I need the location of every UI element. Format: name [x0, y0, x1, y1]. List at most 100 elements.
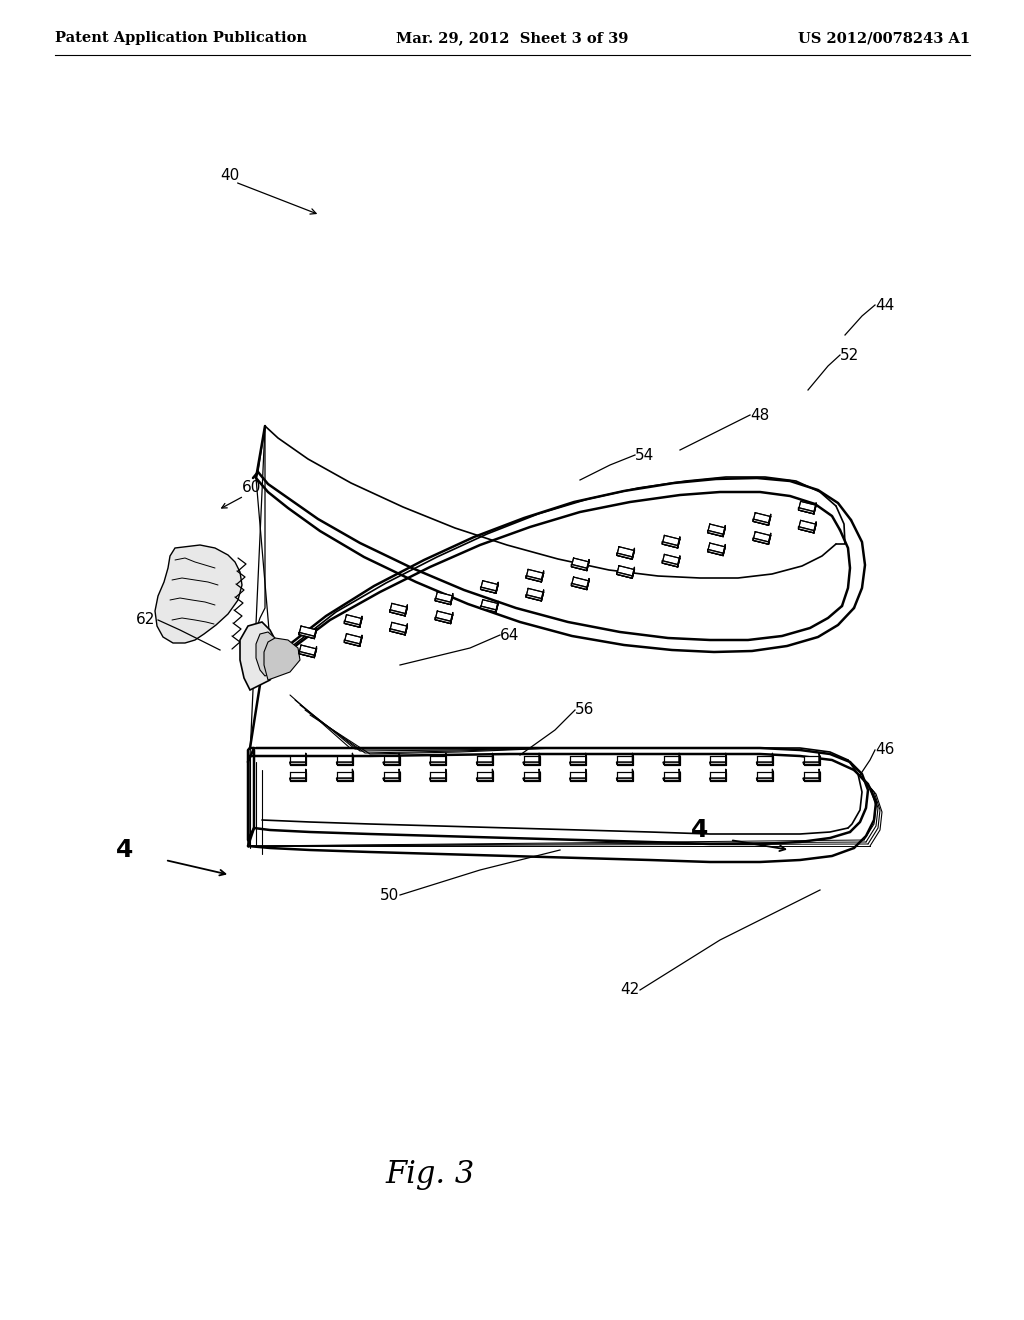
- Polygon shape: [480, 599, 499, 612]
- Polygon shape: [803, 777, 819, 780]
- Polygon shape: [569, 762, 587, 764]
- Polygon shape: [435, 593, 453, 605]
- Polygon shape: [632, 568, 635, 578]
- Polygon shape: [451, 594, 453, 605]
- Polygon shape: [587, 560, 589, 570]
- Text: 42: 42: [620, 982, 639, 998]
- Polygon shape: [523, 777, 540, 780]
- Polygon shape: [477, 771, 493, 780]
- Polygon shape: [664, 755, 680, 764]
- Polygon shape: [799, 508, 814, 513]
- Polygon shape: [616, 566, 635, 578]
- Polygon shape: [753, 539, 769, 544]
- Polygon shape: [477, 755, 493, 764]
- Polygon shape: [390, 610, 406, 616]
- Text: Mar. 29, 2012  Sheet 3 of 39: Mar. 29, 2012 Sheet 3 of 39: [396, 30, 628, 45]
- Polygon shape: [390, 622, 408, 635]
- Polygon shape: [384, 755, 399, 764]
- Polygon shape: [757, 755, 773, 764]
- Polygon shape: [708, 543, 725, 556]
- Polygon shape: [359, 616, 361, 627]
- Polygon shape: [337, 771, 353, 780]
- Polygon shape: [299, 645, 316, 657]
- Text: 48: 48: [750, 408, 769, 422]
- Text: 64: 64: [500, 627, 519, 643]
- Polygon shape: [710, 777, 726, 780]
- Polygon shape: [344, 634, 361, 647]
- Polygon shape: [708, 549, 723, 556]
- Polygon shape: [571, 583, 587, 590]
- Polygon shape: [803, 762, 819, 764]
- Polygon shape: [383, 777, 399, 780]
- Text: 62: 62: [135, 612, 155, 627]
- Polygon shape: [616, 546, 635, 560]
- Polygon shape: [476, 762, 493, 764]
- Polygon shape: [664, 771, 680, 780]
- Polygon shape: [711, 771, 726, 780]
- Polygon shape: [617, 755, 633, 764]
- Polygon shape: [526, 594, 542, 601]
- Polygon shape: [587, 578, 589, 590]
- Polygon shape: [616, 553, 632, 560]
- Polygon shape: [710, 762, 726, 764]
- Text: 40: 40: [220, 168, 240, 182]
- Polygon shape: [344, 640, 359, 647]
- Polygon shape: [569, 777, 587, 780]
- Polygon shape: [663, 561, 678, 568]
- Polygon shape: [542, 570, 544, 582]
- Polygon shape: [799, 527, 814, 533]
- Polygon shape: [406, 605, 408, 616]
- Polygon shape: [430, 777, 446, 780]
- Text: 60: 60: [242, 480, 261, 495]
- Polygon shape: [337, 762, 353, 764]
- Polygon shape: [435, 618, 451, 623]
- Polygon shape: [723, 544, 725, 556]
- Polygon shape: [264, 638, 300, 680]
- Polygon shape: [753, 519, 769, 525]
- Polygon shape: [430, 771, 446, 780]
- Polygon shape: [753, 532, 771, 544]
- Polygon shape: [804, 755, 819, 764]
- Polygon shape: [571, 558, 589, 570]
- Polygon shape: [383, 762, 399, 764]
- Polygon shape: [430, 762, 446, 764]
- Polygon shape: [390, 628, 406, 635]
- Polygon shape: [290, 777, 306, 780]
- Polygon shape: [678, 537, 680, 548]
- Polygon shape: [256, 632, 284, 676]
- Text: 54: 54: [635, 447, 654, 462]
- Polygon shape: [632, 548, 635, 560]
- Polygon shape: [435, 611, 453, 623]
- Polygon shape: [723, 525, 725, 537]
- Polygon shape: [769, 513, 771, 525]
- Polygon shape: [451, 612, 453, 623]
- Text: 4: 4: [691, 818, 709, 842]
- Polygon shape: [616, 762, 633, 764]
- Polygon shape: [314, 647, 316, 657]
- Text: 56: 56: [575, 702, 594, 718]
- Polygon shape: [526, 576, 542, 582]
- Polygon shape: [708, 531, 723, 537]
- Polygon shape: [406, 624, 408, 635]
- Polygon shape: [476, 777, 493, 780]
- Polygon shape: [430, 755, 446, 764]
- Polygon shape: [663, 541, 678, 548]
- Polygon shape: [757, 771, 773, 780]
- Polygon shape: [496, 582, 499, 593]
- Polygon shape: [344, 615, 361, 627]
- Polygon shape: [664, 777, 680, 780]
- Polygon shape: [523, 771, 540, 780]
- Polygon shape: [799, 502, 816, 513]
- Polygon shape: [337, 777, 353, 780]
- Polygon shape: [496, 601, 499, 612]
- Polygon shape: [390, 603, 408, 616]
- Polygon shape: [526, 589, 544, 601]
- Text: 50: 50: [380, 887, 399, 903]
- Polygon shape: [240, 622, 280, 690]
- Polygon shape: [753, 512, 771, 525]
- Polygon shape: [814, 521, 816, 533]
- Polygon shape: [299, 632, 314, 639]
- Polygon shape: [523, 762, 540, 764]
- Text: Patent Application Publication: Patent Application Publication: [55, 30, 307, 45]
- Text: 46: 46: [874, 742, 894, 758]
